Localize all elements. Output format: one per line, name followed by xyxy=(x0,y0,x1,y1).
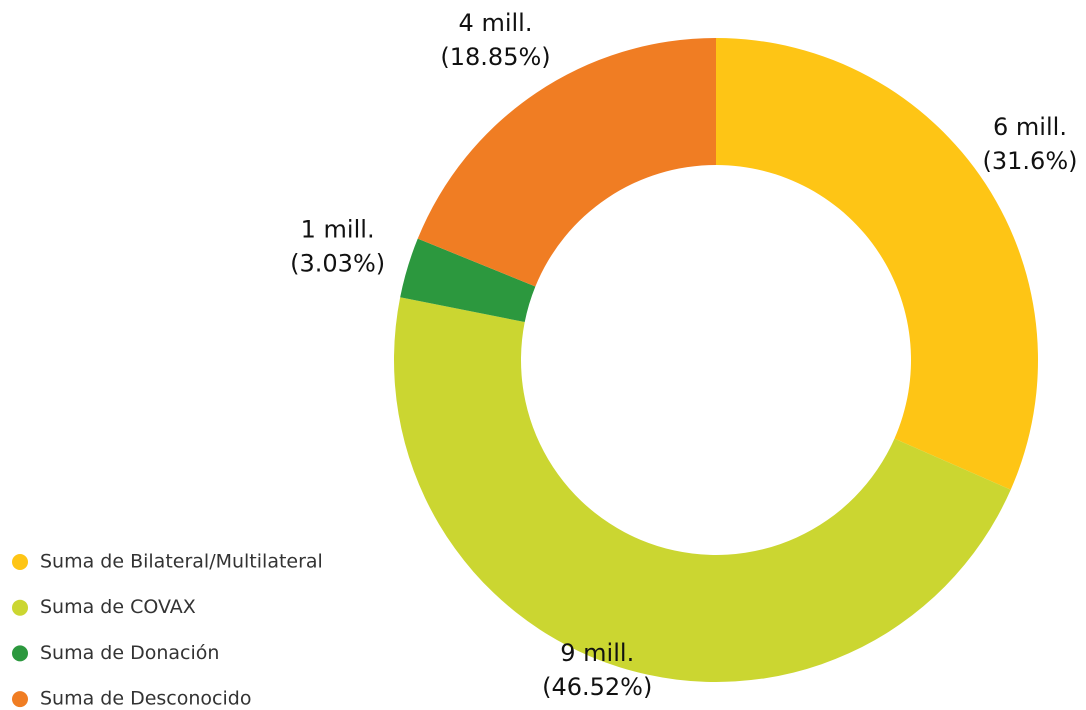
slice xyxy=(394,297,1011,682)
percent-label: (3.03%) xyxy=(290,250,385,278)
slice xyxy=(400,238,536,323)
legend-swatch xyxy=(12,645,28,662)
percent-label: (46.52%) xyxy=(542,673,652,701)
legend-label: Suma de Donación xyxy=(40,642,219,664)
amount-label: 9 mill. xyxy=(560,639,634,667)
legend-swatch xyxy=(12,599,28,616)
legend-swatch xyxy=(12,554,28,570)
percent-label: (18.85%) xyxy=(440,43,550,71)
legend-label: Suma de Desconocido xyxy=(40,688,251,710)
amount-label: 6 mill. xyxy=(993,113,1067,141)
amount-label: 1 mill. xyxy=(301,216,375,244)
legend-label: Suma de COVAX xyxy=(40,596,196,618)
slice xyxy=(417,38,716,287)
legend-swatch xyxy=(12,691,28,708)
legend-label: Suma de Bilateral/Multilateral xyxy=(40,551,323,573)
slice xyxy=(716,38,1038,490)
percent-label: (31.6%) xyxy=(983,147,1078,175)
amount-label: 4 mill. xyxy=(459,9,533,37)
